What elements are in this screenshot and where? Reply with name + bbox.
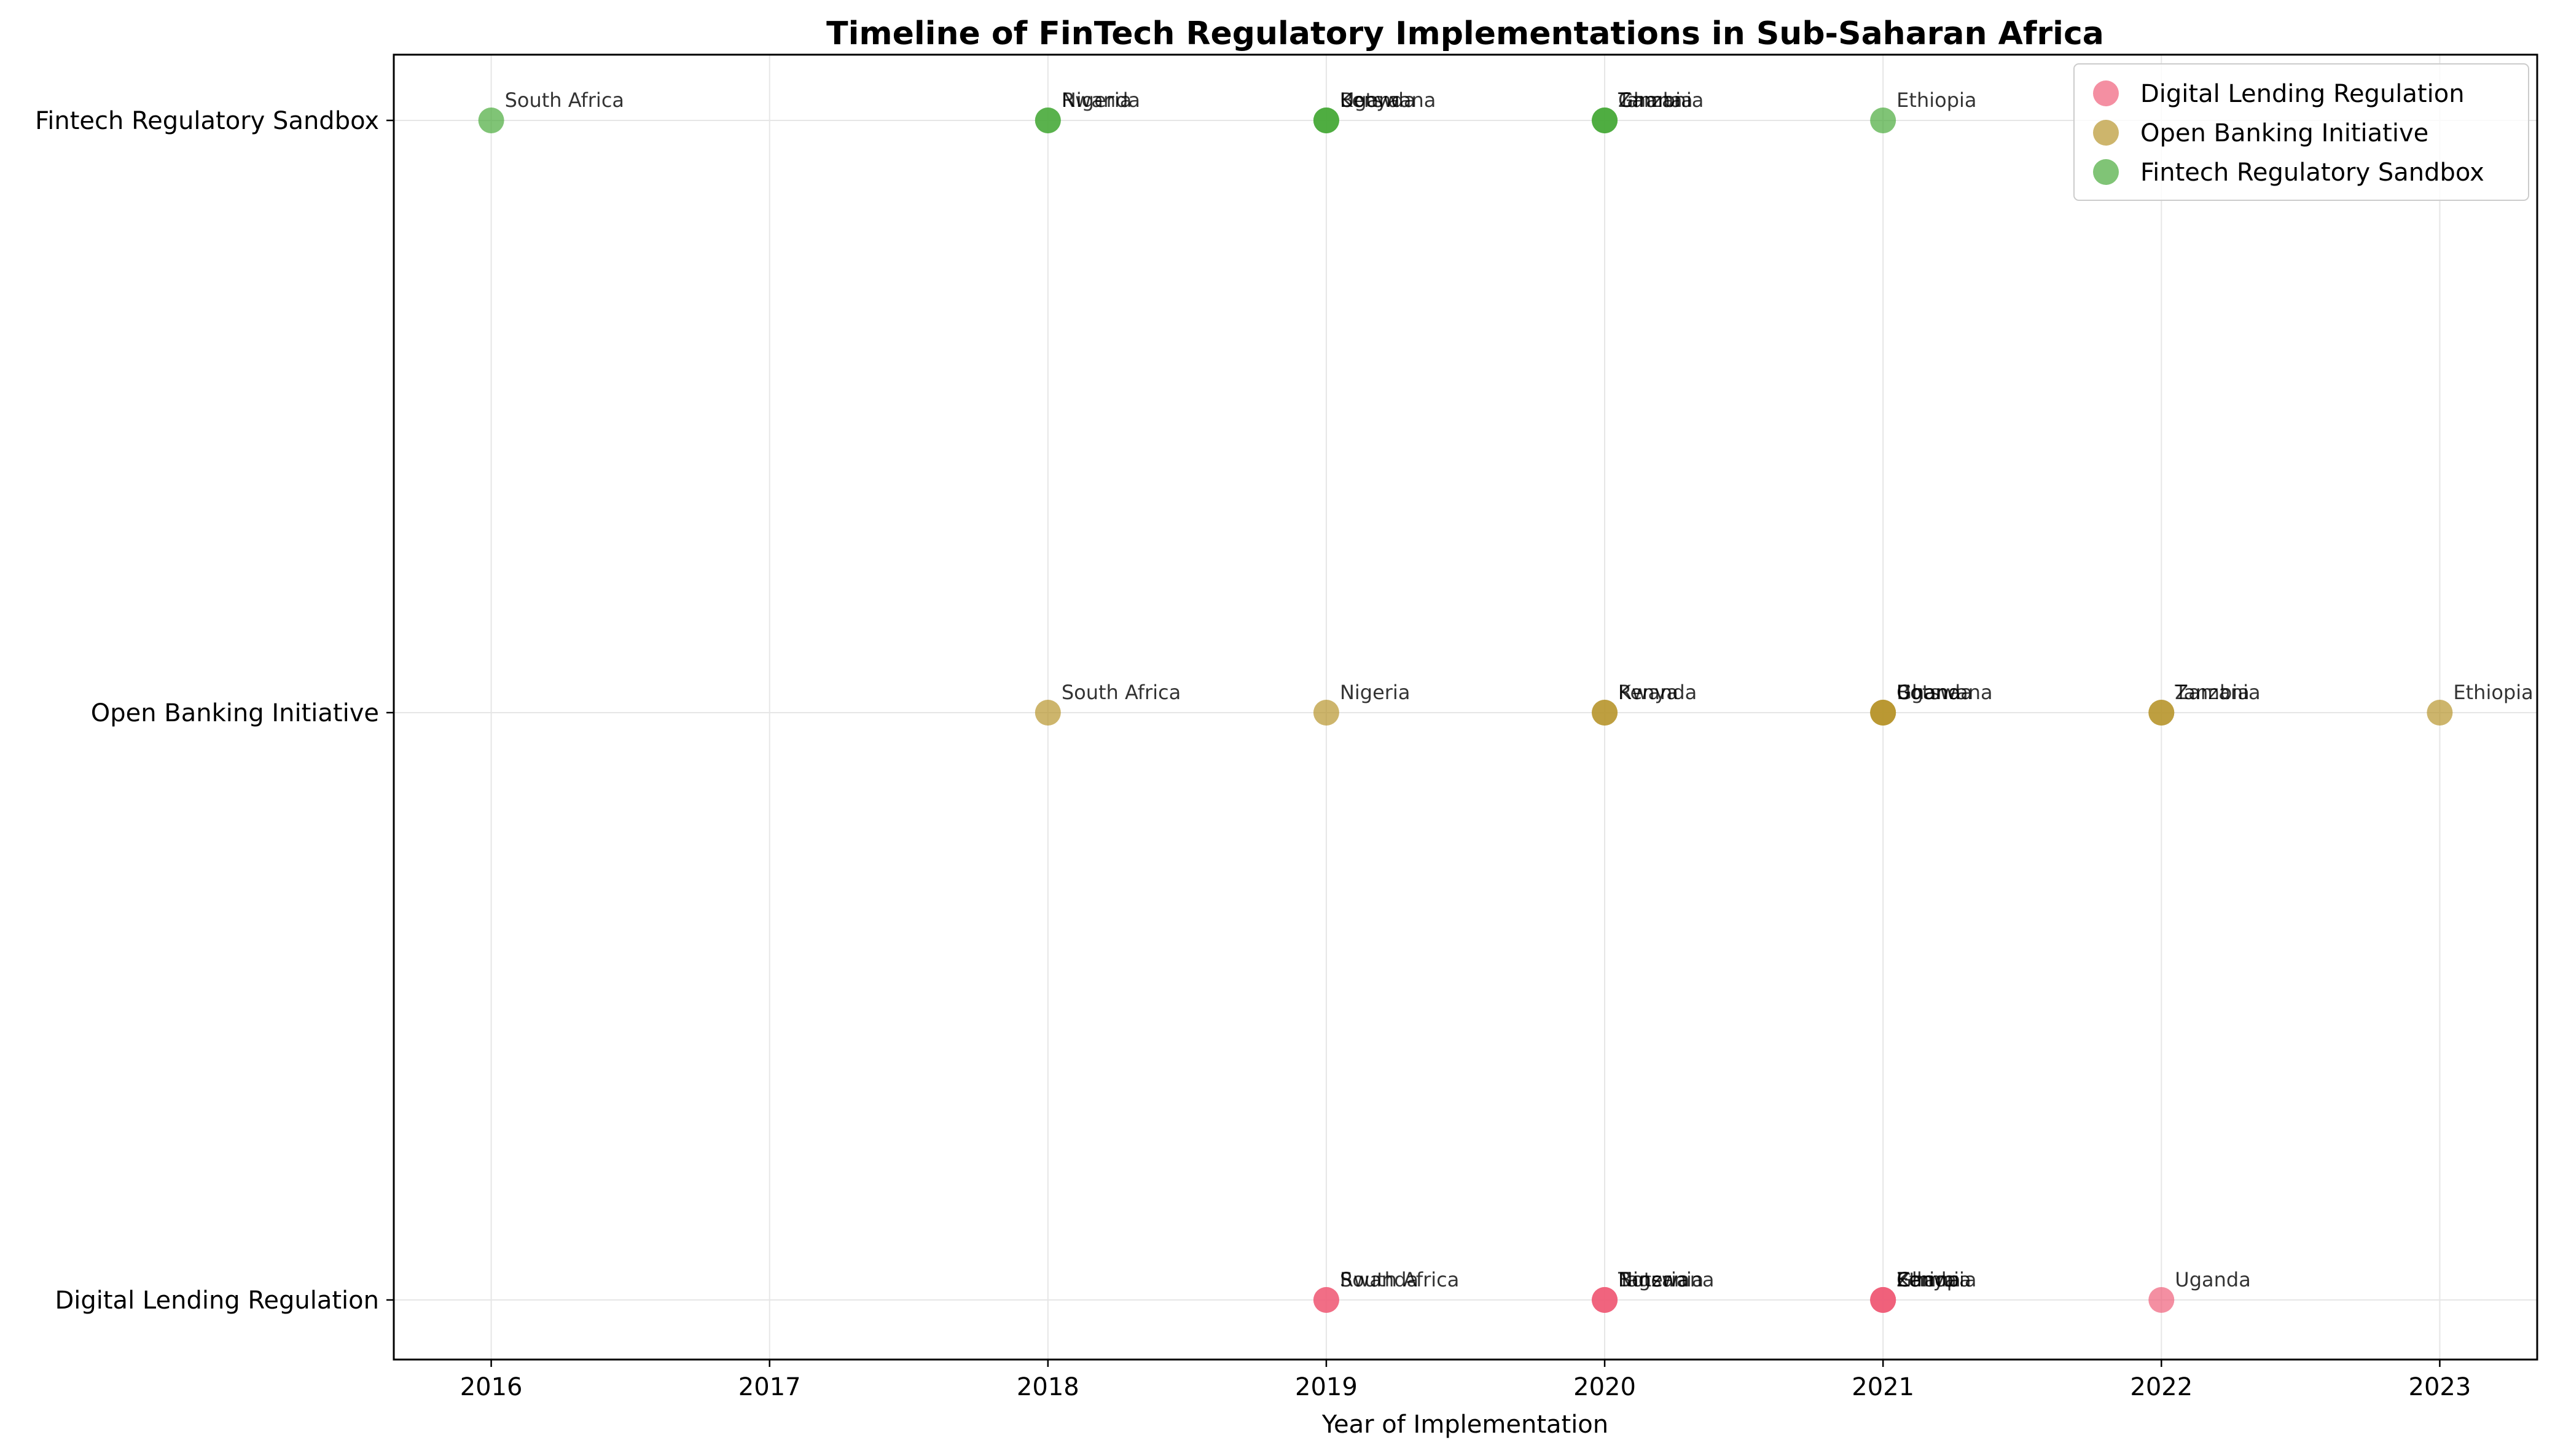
point-label: Rwanda — [1340, 1268, 1418, 1291]
scatter-point — [1592, 108, 1618, 133]
point-label: South Africa — [505, 88, 624, 112]
point-label: Uganda — [1340, 88, 1416, 112]
point-label: Tanzania — [1618, 1268, 1704, 1291]
legend-label: Fintech Regulatory Sandbox — [2140, 159, 2484, 187]
point-label: Zambia — [2175, 681, 2250, 704]
point-label: Tanzania — [2174, 681, 2260, 704]
point-label: Ghana — [1896, 681, 1961, 704]
point-label: Nigeria — [1618, 1268, 1688, 1291]
scatter-point — [1592, 1287, 1618, 1313]
x-tick-label: 2017 — [738, 1373, 801, 1401]
x-tick-label: 2019 — [1295, 1373, 1358, 1401]
point-label: Ethiopia — [1896, 1268, 1976, 1291]
x-tick-label: 2021 — [1852, 1373, 1914, 1401]
scatter-point — [1313, 700, 1339, 726]
point-label: South Africa — [1340, 1268, 1459, 1291]
x-axis-label: Year of Implementation — [1321, 1411, 1608, 1439]
scatter-point — [1592, 700, 1618, 726]
x-tick-label: 2023 — [2409, 1373, 2471, 1401]
chart-title: Timeline of FinTech Regulatory Implement… — [826, 15, 2104, 52]
x-tick-label: 2018 — [1017, 1373, 1079, 1401]
scatter-point — [2148, 1287, 2175, 1313]
legend-marker — [2093, 80, 2119, 106]
point-label: Kenya — [1896, 1268, 1957, 1291]
scatter-point — [2148, 700, 2175, 726]
legend-label: Digital Lending Regulation — [2140, 80, 2465, 108]
legend-marker — [2093, 120, 2119, 146]
point-label: Botswana — [1896, 681, 1992, 704]
point-label: Ethiopia — [2453, 681, 2533, 704]
x-tick-label: 2022 — [2130, 1373, 2193, 1401]
point-label: Tanzania — [1618, 88, 1704, 112]
point-label: Kenya — [1618, 681, 1678, 704]
scatter-point — [1870, 1287, 1896, 1313]
point-label: Botswana — [1618, 1268, 1714, 1291]
point-label: Nigeria — [1340, 681, 1410, 704]
data-points — [478, 108, 2453, 1313]
scatter-point — [1870, 700, 1896, 726]
scatter-point — [1313, 1287, 1339, 1313]
y-axis-ticks: Digital Lending Regulation Open Banking I… — [35, 107, 394, 1315]
y-tick-label: Open Banking Initiative — [91, 699, 379, 727]
x-axis-ticks: 2016 2017 2018 2019 2020 2021 2022 2023 — [460, 1360, 2471, 1401]
scatter-point — [1035, 108, 1061, 133]
point-label: Uganda — [2175, 1268, 2251, 1291]
scatter-point — [2427, 700, 2453, 726]
scatter-point — [1035, 700, 1061, 726]
x-tick-label: 2016 — [460, 1373, 523, 1401]
legend-marker — [2093, 159, 2119, 185]
point-label: Zambia — [1618, 88, 1693, 112]
point-label: Zambia — [1896, 1268, 1971, 1291]
point-label: South Africa — [1062, 681, 1181, 704]
point-label: Rwanda — [1062, 88, 1140, 112]
plot-frame — [393, 53, 2538, 1361]
point-label: Ethiopia — [1896, 88, 1976, 112]
legend-box — [2073, 63, 2529, 201]
scatter-point — [1313, 108, 1339, 133]
legend: Digital Lending Regulation Open Banking I… — [2073, 63, 2529, 201]
point-label: Nigeria — [1062, 88, 1132, 112]
point-label: Rwanda — [1618, 681, 1697, 704]
legend-label: Open Banking Initiative — [2140, 119, 2428, 147]
x-tick-label: 2020 — [1573, 1373, 1636, 1401]
point-label: Kenya — [1340, 88, 1400, 112]
scatter-point — [1870, 108, 1896, 133]
point-label: Ghana — [1618, 88, 1683, 112]
point-label: Botswana — [1340, 88, 1436, 112]
y-tick-label: Fintech Regulatory Sandbox — [35, 107, 379, 135]
scatter-point — [478, 108, 504, 133]
point-label: Ghana — [1896, 1268, 1961, 1291]
y-tick-label: Digital Lending Regulation — [55, 1286, 379, 1315]
point-label: Uganda — [1896, 681, 1973, 704]
